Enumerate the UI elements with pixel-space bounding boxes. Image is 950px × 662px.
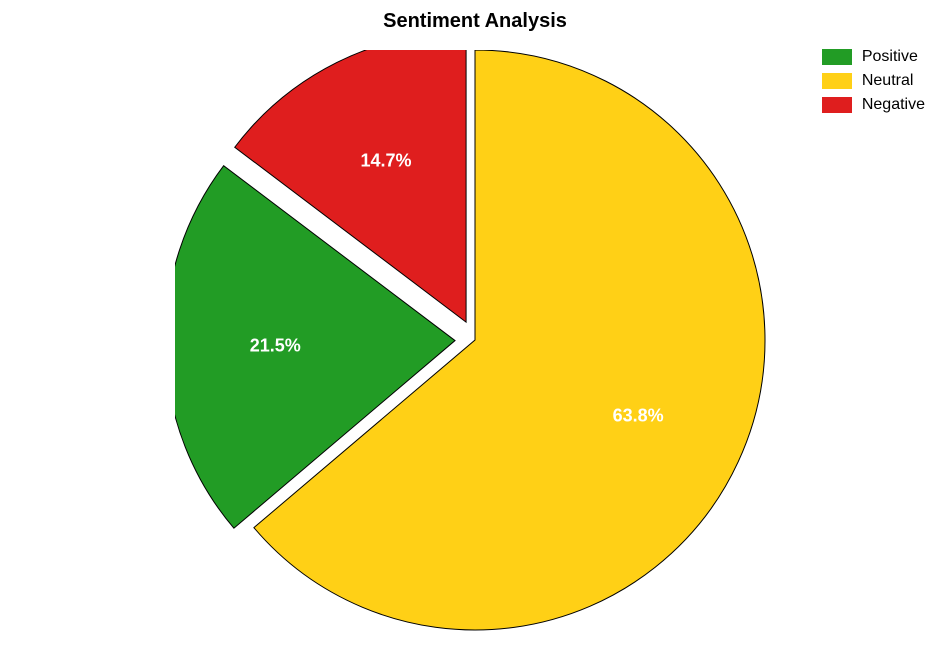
legend-item: Negative [822,96,925,114]
legend-label: Neutral [862,72,914,90]
chart-title: Sentiment Analysis [0,10,950,33]
legend-swatch-negative [822,97,852,113]
pie-chart: 63.8% 21.5% 14.7% [175,50,775,650]
legend-item: Positive [822,48,925,66]
slice-label-positive: 21.5% [250,335,301,356]
legend-item: Neutral [822,72,925,90]
slice-label-negative: 14.7% [360,151,411,172]
legend-label: Positive [862,48,918,66]
legend-label: Negative [862,96,925,114]
legend-swatch-positive [822,49,852,65]
slice-label-neutral: 63.8% [613,405,664,426]
legend: Positive Neutral Negative [822,48,925,120]
legend-swatch-neutral [822,73,852,89]
